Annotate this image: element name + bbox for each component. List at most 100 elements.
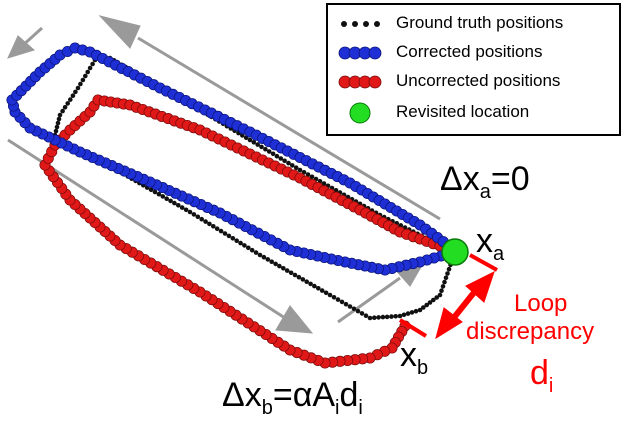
- bracket-upper: [469, 253, 498, 272]
- ground-truth-path-point: [427, 300, 433, 305]
- ground-truth-path-point: [226, 233, 232, 239]
- ground-truth-path-point: [251, 140, 257, 145]
- legend: Ground truth positions Corrected positio…: [326, 3, 621, 136]
- ground-truth-path-point: [355, 308, 361, 314]
- ground-truth-path-point: [160, 194, 166, 199]
- delta-xa-subscript: a: [479, 181, 491, 203]
- xa-symbol: x: [476, 222, 493, 260]
- ground-truth-path-point: [316, 286, 321, 291]
- delta-xb-symbol: Δx: [222, 376, 262, 414]
- ground-truth-path-point: [249, 247, 255, 253]
- ground-truth-path-point: [343, 301, 349, 307]
- legend-label-uncorrected: Uncorrected positions: [396, 71, 561, 90]
- loop-label: Loop: [514, 290, 568, 317]
- ground-truth-path-point: [413, 308, 419, 314]
- xb-label: xb: [400, 336, 428, 380]
- ground-truth-path-point: [261, 254, 267, 260]
- ground-truth-path-point: [308, 281, 313, 287]
- ground-truth-path-point: [347, 304, 353, 309]
- ground-truth-path-point: [75, 85, 81, 91]
- ground-truth-path-point: [80, 77, 86, 83]
- loop-discrepancy-bracket: [398, 253, 498, 340]
- ground-truth-path-point: [60, 108, 65, 114]
- ground-truth-path-point: [376, 315, 381, 320]
- ground-truth-path-point: [195, 214, 201, 220]
- ground-truth-path-point: [288, 270, 294, 276]
- ground-truth-path-point: [409, 310, 415, 315]
- ground-truth-path-point: [297, 167, 303, 173]
- ground-truth-path-point: [65, 101, 70, 106]
- ground-truth-path-point: [293, 165, 299, 170]
- ground-truth-path-point: [424, 302, 430, 308]
- ground-truth-path-point: [87, 65, 93, 71]
- ground-truth-path-point: [259, 144, 264, 150]
- legend-item-corrected: Corrected positions: [328, 39, 619, 67]
- ground-truth-path-point: [417, 307, 423, 313]
- ground-truth-path-point: [321, 181, 327, 186]
- ground-truth-path-point: [257, 252, 263, 258]
- ground-truth-path-point: [437, 292, 443, 298]
- discrepancy-arrow-head-bottom: [435, 307, 463, 340]
- ground-truth-path-point: [214, 226, 220, 231]
- discrepancy-d-subscript: i: [548, 375, 554, 397]
- ground-truth-path-point: [439, 288, 444, 294]
- discrepancy-symbol: di: [530, 354, 553, 398]
- legend-label-revisited: Revisited location: [396, 102, 530, 121]
- ground-truth-path-point: [242, 243, 247, 248]
- ground-truth-path-point: [266, 149, 272, 154]
- legend-label-ground-truth: Ground truth positions: [396, 13, 564, 32]
- ground-truth-path-point: [56, 116, 62, 122]
- ground-truth-path-point: [191, 212, 197, 217]
- xa-label: xa: [476, 222, 504, 266]
- arrow-top-left-head: [7, 35, 36, 59]
- ground-truth-path-point: [312, 283, 317, 289]
- uncorrected-dots-icon: [338, 75, 382, 89]
- ground-truth-path-point: [148, 187, 154, 193]
- ground-truth-path-point: [55, 120, 61, 126]
- ground-truth-path-point: [207, 221, 212, 227]
- ground-truth-path-point: [292, 272, 298, 278]
- ground-truth-path-point: [296, 274, 302, 280]
- legend-item-revisited: Revisited location: [328, 99, 619, 127]
- ground-truth-path-point: [405, 311, 411, 316]
- discrepancy-d: d: [530, 354, 549, 392]
- ground-truth-path-point: [335, 297, 341, 302]
- ground-truth-path-point: [443, 275, 449, 281]
- ground-truth-path-point: [446, 266, 452, 272]
- ground-truth-path-point: [421, 305, 426, 310]
- ground-truth-path-point: [90, 61, 95, 67]
- ground-truth-path-point: [187, 209, 193, 215]
- revisited-location-marker: [441, 238, 469, 266]
- ground-truth-path-point: [286, 160, 291, 166]
- ground-truth-path-point: [339, 299, 345, 305]
- ground-truth-path-point: [269, 259, 275, 265]
- delta-xa-equation: Δxa=0: [440, 160, 530, 204]
- ground-truth-path-point: [445, 271, 450, 276]
- ground-truth-path-point: [238, 240, 243, 246]
- ground-truth-path-point: [331, 295, 337, 300]
- discrepancy-arrow-line: [449, 288, 479, 322]
- ground-truth-path-point: [290, 163, 295, 168]
- ground-truth-path-point: [284, 268, 290, 273]
- legend-item-uncorrected: Uncorrected positions: [328, 68, 619, 96]
- ground-truth-path-point: [246, 245, 251, 251]
- arrow-top-right-line: [137, 36, 441, 221]
- ground-truth-path-point: [176, 203, 181, 208]
- ground-truth-path-point: [199, 216, 204, 222]
- delta-xb-prefix: =αA: [272, 376, 336, 414]
- delta-xa-value: =0: [490, 160, 530, 198]
- ground-truth-path-point: [230, 236, 236, 241]
- ground-truth-path-point: [372, 315, 377, 321]
- arrow-inner-line: [337, 276, 401, 324]
- delta-xb-d: d: [339, 376, 359, 414]
- ground-truth-path-point: [431, 297, 436, 303]
- bracket-lower: [398, 318, 428, 338]
- ground-truth-path-point: [300, 277, 306, 282]
- ground-truth-path-point: [282, 158, 287, 164]
- ground-truth-path-point: [179, 205, 185, 210]
- ground-truth-path-point: [168, 198, 173, 204]
- ground-truth-path-point: [73, 89, 78, 95]
- ground-truth-path-point: [323, 290, 329, 296]
- discrepancy-label: discrepancy: [466, 318, 595, 345]
- legend-item-ground-truth: Ground truth positions: [328, 10, 619, 38]
